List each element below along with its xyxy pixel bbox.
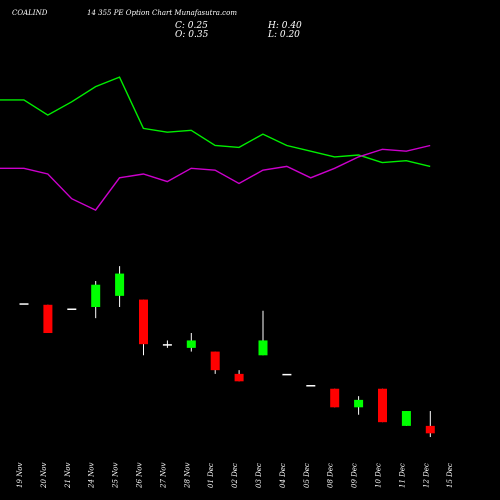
indicator-line-2 — [0, 144, 431, 211]
candle-body — [43, 304, 53, 334]
candle-body — [139, 299, 148, 345]
x-label: 10 Dec — [375, 463, 383, 488]
candle-16 — [401, 411, 411, 426]
candles — [19, 266, 435, 438]
candle-body — [401, 411, 411, 426]
candle-body — [91, 284, 101, 308]
chart-title: 14 355 PE Option Chart Munafasutra.com — [87, 9, 237, 17]
candle-14 — [354, 396, 364, 415]
candle-5 — [139, 299, 148, 356]
candle-3 — [91, 281, 101, 319]
candle-8 — [210, 351, 220, 374]
x-label: 20 Nov — [40, 463, 48, 489]
candle-6 — [162, 340, 172, 348]
candle-body — [330, 388, 340, 408]
x-axis-labels: 19 Nov 20 Nov 21 Nov 24 Nov 25 Nov 26 Nov 27 N… — [16, 463, 454, 489]
x-label: 09 Dec — [351, 463, 359, 488]
x-label: 27 Nov — [159, 463, 167, 489]
high-value: H: 0.40 — [268, 21, 302, 31]
x-label: 03 Dec — [255, 463, 263, 488]
open-value: O: 0.35 — [175, 30, 209, 40]
candle-9 — [234, 370, 244, 382]
chart-symbol: COALIND — [12, 9, 48, 17]
candle-1 — [43, 304, 53, 334]
close-value: C: 0.25 — [175, 21, 208, 31]
candle-body — [306, 385, 316, 387]
candle-body — [378, 388, 387, 423]
x-label: 11 Dec — [398, 463, 406, 488]
x-label: 21 Nov — [64, 463, 72, 489]
candle-11 — [282, 373, 292, 376]
candle-body — [425, 425, 435, 434]
candle-body — [115, 273, 125, 296]
candle-4 — [115, 266, 125, 308]
low-value: L: 0.20 — [268, 30, 300, 40]
candle-0 — [19, 303, 29, 305]
candle-13 — [330, 388, 340, 408]
x-label: 12 Dec — [422, 463, 430, 488]
x-label: 05 Dec — [303, 463, 311, 488]
x-label: 15 Dec — [446, 463, 454, 488]
candle-body — [210, 351, 220, 371]
candle-17 — [425, 411, 435, 438]
candle-10 — [258, 310, 268, 356]
candle-body — [162, 344, 172, 346]
candle-body — [258, 340, 268, 356]
candle-12 — [306, 385, 316, 387]
x-label: 28 Nov — [183, 463, 191, 489]
x-label: 04 Dec — [279, 463, 287, 488]
candle-2 — [67, 308, 77, 310]
x-label: 25 Nov — [112, 463, 120, 489]
candle-body — [67, 308, 77, 310]
x-label: 26 Nov — [136, 463, 144, 489]
candle-7 — [186, 333, 196, 352]
candle-body — [186, 340, 196, 348]
indicator-line-1 — [0, 76, 431, 168]
candle-15 — [378, 388, 387, 423]
x-label: 19 Nov — [16, 463, 24, 488]
candle-body — [234, 373, 244, 382]
indicator-lines — [0, 76, 431, 211]
x-label: 24 Nov — [88, 463, 96, 489]
x-label: 08 Dec — [327, 463, 335, 488]
x-label: 01 Dec — [207, 463, 215, 488]
candle-body — [354, 399, 364, 408]
x-label: 02 Dec — [231, 463, 239, 488]
candle-body — [19, 303, 29, 305]
candle-body — [282, 373, 292, 376]
